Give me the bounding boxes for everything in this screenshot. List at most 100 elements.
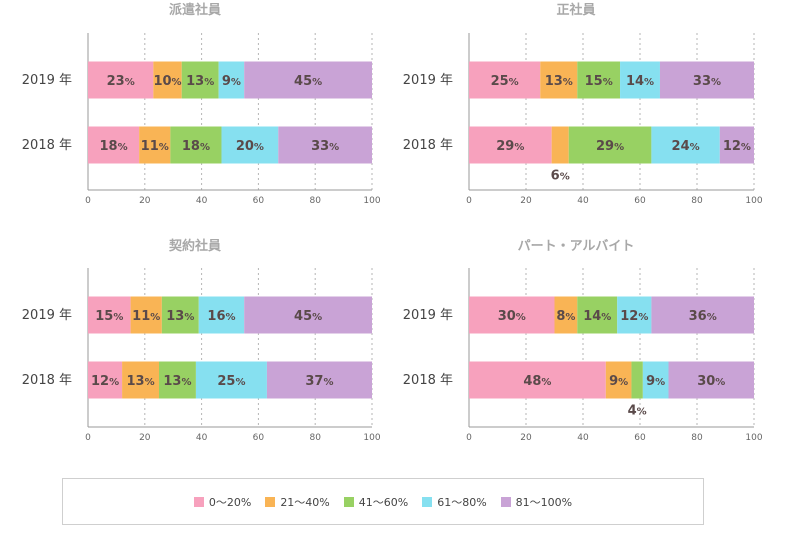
bar-segment [153,61,182,99]
data-label-number: 9 [222,74,231,89]
tick-label: 100 [745,196,762,206]
data-label-percent: % [235,377,245,388]
data-label: 18% [182,139,210,154]
data-label-number: 10 [153,74,171,89]
data-label-number: 11 [132,309,150,324]
data-label-number: 33 [693,74,711,89]
tick-label: 100 [745,433,762,443]
data-label-percent: % [711,77,721,88]
data-label-number: 12 [620,309,638,324]
data-label-percent: % [113,312,123,323]
legend-label: 81〜100% [515,495,573,509]
tick-label: 20 [139,433,151,443]
data-label-number: 8 [556,309,565,324]
data-label: 18% [99,139,127,154]
bar-segment [568,126,652,164]
data-label: 14% [583,309,611,324]
data-label-percent: % [638,312,648,323]
legend-item: 0〜20% [193,494,251,510]
data-label-percent: % [565,312,575,323]
data-label: 25% [217,374,245,389]
bar-segment [244,61,372,99]
data-label-percent: % [312,77,322,88]
data-label: 13% [166,309,194,324]
data-label-number: 24 [672,139,690,154]
data-label: 33% [693,74,721,89]
data-label-percent: % [514,142,524,153]
bar-segment [88,61,154,99]
data-label: 9% [646,374,665,389]
data-label: 12% [620,309,648,324]
data-label-number: 23 [107,74,125,89]
data-label-percent: % [690,142,700,153]
data-label-number: 25 [491,74,509,89]
data-label-number: 14 [626,74,644,89]
tick-label: 60 [634,196,646,206]
data-label: 11% [141,139,169,154]
bar-segment [266,361,372,399]
bar-segment [221,126,279,164]
tick-label: 0 [466,433,472,443]
data-label: 4% [628,404,647,419]
legend-swatch [422,496,433,507]
data-label-percent: % [741,142,751,153]
legend-item: 61〜80% [422,494,487,510]
tick-label: 40 [577,433,589,443]
panel-title: 契約社員 [168,238,221,254]
bar-segment [244,296,372,334]
tick-label: 100 [363,433,380,443]
bar-segment [218,61,245,99]
tick-label: 20 [520,433,532,443]
data-label: 37% [305,374,333,389]
tick-label: 60 [253,433,265,443]
tick-label: 0 [85,196,91,206]
bar-segment [195,361,267,399]
data-label: 45% [294,74,322,89]
data-label-percent: % [603,77,613,88]
bar-segment [88,361,123,399]
data-label-percent: % [560,172,570,183]
data-label: 13% [545,74,573,89]
data-label-number: 13 [186,74,204,89]
tick-label: 40 [196,196,208,206]
data-label-number: 12 [91,374,109,389]
data-label-number: 33 [311,139,329,154]
bar-segment [161,296,199,334]
bar-segment [139,126,171,164]
data-label: 30% [697,374,725,389]
data-label-percent: % [145,377,155,388]
data-label-percent: % [601,312,611,323]
data-label: 9% [222,74,241,89]
legend-item: 81〜100% [500,494,573,510]
bar-segment [577,296,618,334]
data-label-percent: % [254,142,264,153]
category-label: 2019 年 [403,308,453,323]
bar-segment [469,361,606,399]
data-label: 15% [95,309,123,324]
data-label-number: 20 [236,139,254,154]
legend-item: 21〜40% [265,494,330,510]
tick-label: 80 [309,196,321,206]
tick-label: 0 [85,433,91,443]
data-label-number: 11 [141,139,159,154]
data-label-percent: % [614,142,624,153]
category-label: 2019 年 [22,73,72,88]
bar-segment [130,296,162,334]
data-label-percent: % [563,77,573,88]
data-label-number: 4 [628,404,637,419]
tick-label: 0 [466,196,472,206]
data-label-percent: % [655,377,665,388]
data-label: 11% [132,309,160,324]
data-label-number: 18 [99,139,117,154]
legend-item: 41〜60% [343,494,408,510]
bar-segment [668,361,754,399]
tick-label: 20 [520,196,532,206]
bar-segment [170,126,222,164]
data-label: 24% [672,139,700,154]
data-label-percent: % [172,77,182,88]
data-label-number: 18 [182,139,200,154]
legend: 0〜20% 21〜40% 41〜60% 61〜80% 81〜100% [62,478,704,525]
data-label: 29% [596,139,624,154]
panel-title: 派遣社員 [169,2,221,18]
